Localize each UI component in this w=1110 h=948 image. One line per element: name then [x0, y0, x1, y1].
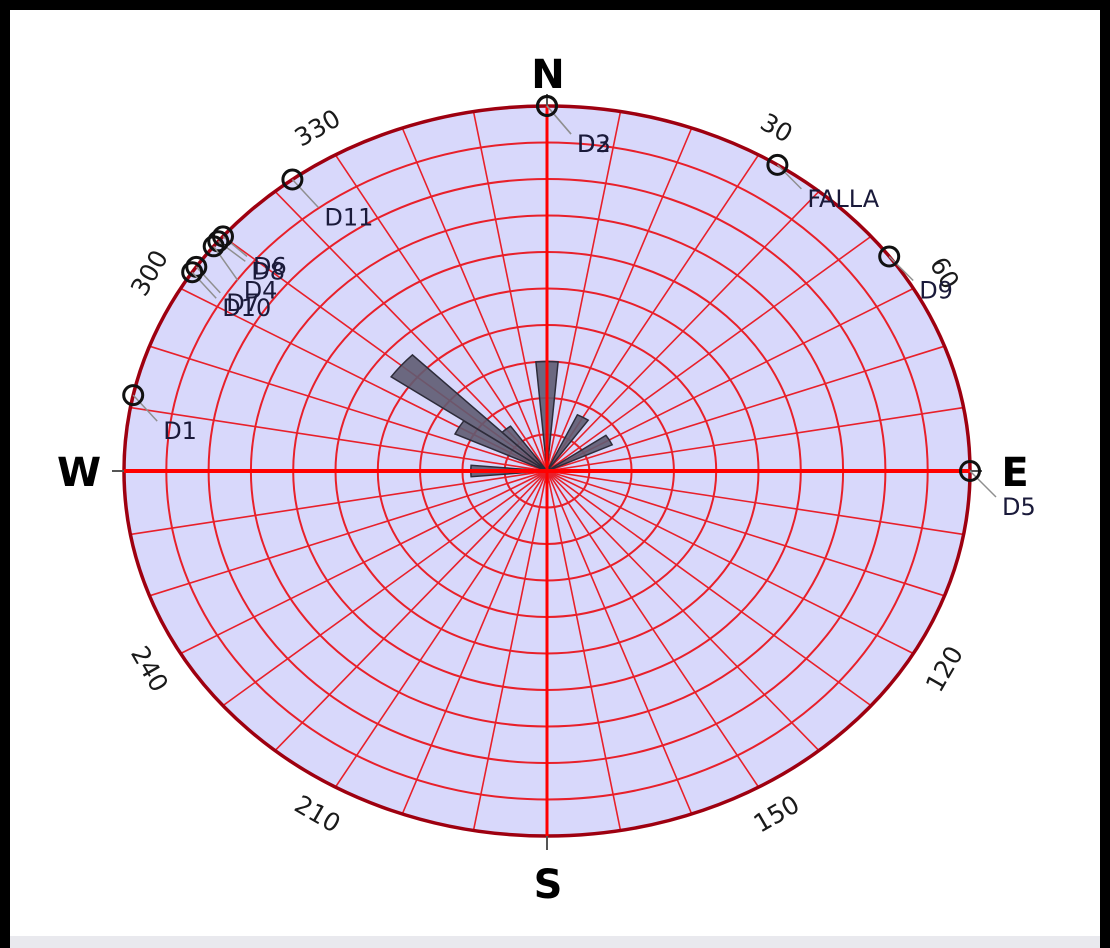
degree-label: 30 [755, 107, 797, 148]
degree-label: 330 [290, 104, 346, 153]
point-marker [202, 235, 225, 258]
degree-label: 240 [125, 641, 174, 697]
rose-petal [500, 425, 548, 472]
point-label: D3 [577, 130, 611, 158]
point-label: FALLA [807, 185, 879, 213]
point-label: D6 [253, 252, 287, 280]
rose-petal [546, 413, 590, 472]
grid-spoke [546, 470, 760, 788]
point-label: D1 [163, 417, 197, 445]
grid-spoke [546, 406, 964, 472]
north-label: N [531, 52, 564, 98]
point-marker [207, 230, 230, 253]
point-label: D2 [577, 130, 611, 158]
south-label: S [534, 862, 563, 908]
point-leader [776, 164, 802, 190]
point-marker [766, 153, 789, 176]
grid-spoke [130, 470, 548, 536]
grid-spoke [334, 154, 548, 472]
degree-label: 210 [290, 790, 346, 839]
west-label: W [57, 450, 101, 496]
grid-spoke [546, 470, 820, 752]
grid-spoke [546, 470, 872, 707]
grid-spoke [401, 470, 548, 815]
grid-spoke [546, 345, 945, 472]
grid-spoke [180, 470, 548, 655]
point-label: D7 [226, 289, 260, 317]
point-label: D5 [1002, 493, 1036, 521]
point-label: D10 [222, 294, 271, 322]
point-leader [291, 178, 319, 209]
grid-spoke [546, 111, 622, 472]
point-leader [213, 245, 239, 281]
point-marker [122, 384, 145, 407]
grid-spoke [274, 470, 548, 752]
cardinal-labels: N E S W [57, 52, 1029, 908]
point-leader [969, 470, 997, 498]
point-marker [878, 245, 901, 268]
point-marker [281, 168, 304, 191]
point-marker [959, 460, 981, 482]
degree-label: 120 [920, 641, 969, 697]
grid-spoke [149, 345, 548, 472]
point-leader [546, 105, 572, 135]
point-label: D4 [244, 276, 278, 304]
point-leader [191, 271, 217, 299]
grid-spoke [472, 470, 548, 831]
point-label: D8 [251, 257, 285, 285]
east-label: E [1001, 450, 1028, 496]
point-marker [536, 95, 558, 117]
grid-spoke [546, 235, 872, 472]
grid-spoke [334, 470, 548, 788]
grid-spoke [546, 470, 945, 597]
rose-petal [389, 353, 548, 472]
grid-spoke [274, 190, 548, 472]
grid-spoke [401, 127, 548, 472]
grid-spoke [130, 406, 548, 472]
grid-spoke [472, 111, 548, 472]
rose-petal [546, 434, 614, 472]
point-label: D9 [919, 277, 953, 305]
point-leader [132, 394, 158, 422]
grid-spoke [222, 470, 548, 707]
point-leader [888, 255, 914, 282]
grid-spoke [546, 190, 820, 472]
grid-spoke [546, 127, 693, 472]
grid-spoke [546, 470, 964, 536]
degree-label: 300 [125, 245, 174, 301]
rose-petals [389, 353, 614, 478]
cardinal-axes [112, 94, 982, 850]
grid-spoke [546, 470, 622, 831]
grid-spoke [546, 470, 693, 815]
point-label: D11 [324, 204, 373, 232]
grid-spoke [149, 470, 548, 597]
bottom-strip [10, 936, 1100, 948]
grid-spoke [546, 470, 914, 655]
point-marker [181, 261, 204, 284]
degree-label: 150 [749, 790, 805, 839]
